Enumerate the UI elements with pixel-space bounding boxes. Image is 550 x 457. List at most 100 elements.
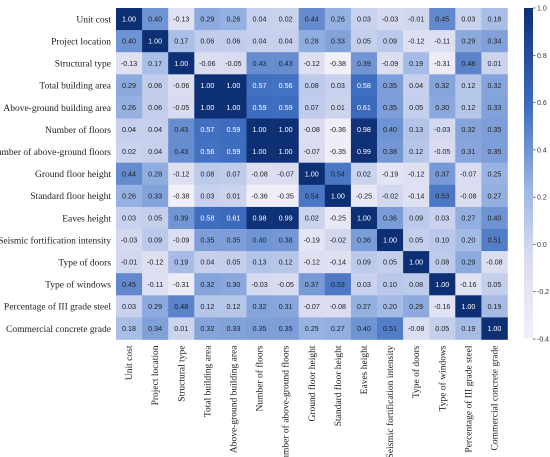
heatmap-cell [142,229,169,252]
heatmap-cell [220,52,247,75]
heatmap-cell [246,140,273,163]
heatmap-cell [377,317,404,340]
heatmap-cell [142,162,169,186]
heatmap-cell [481,251,508,274]
row-label: Unit cost [76,15,111,25]
cell-value-label: -0.06 [199,59,215,68]
heatmap-cell [324,251,352,274]
heatmap-cell [220,229,247,252]
cell-value-label: 0.08 [435,258,449,267]
heatmap-cell [220,74,247,97]
heatmap-cell [194,30,221,53]
heatmap-cell [272,251,299,274]
cell-value-label: 0.99 [279,213,293,222]
cell-value-label: 1.00 [174,59,188,68]
heatmap-cell [429,162,456,186]
heatmap-cell [324,229,352,252]
row-label: Number of floors [45,125,111,136]
heatmap-cell [377,162,404,186]
heatmap-cell [429,118,456,141]
heatmap-cell [116,206,143,230]
cell-value-label: -0.31 [173,280,189,289]
heatmap-cell [324,96,352,119]
heatmap-cell [403,8,430,31]
heatmap-cell [403,317,430,340]
cell-value-label: 0.12 [279,258,293,267]
cell-value-label: 0.04 [148,147,162,156]
cell-value-label: 0.12 [461,103,475,112]
cell-value-label: 0.18 [122,324,136,333]
cell-value-label: -0.06 [173,81,189,90]
cell-value-label: 0.56 [279,81,293,90]
cell-value-label: 0.09 [357,258,371,267]
heatmap-cell [350,118,378,141]
heatmap-cell [194,273,221,296]
heatmap-cell [220,295,247,318]
heatmap-cell [350,74,378,97]
cell-value-label: 0.25 [487,169,501,178]
cell-value-label: 0.33 [331,37,345,46]
cell-value-label: 1.00 [279,147,293,156]
heatmap-cell [324,184,352,208]
row-label: Above-ground building area [3,104,111,114]
heatmap-cell [481,206,508,230]
cell-value-label: 0.25 [305,324,319,333]
cell-value-label: 0.35 [487,125,501,134]
heatmap-cell [116,184,143,208]
cell-value-label: 0.05 [409,236,423,245]
heatmap-cell [350,52,378,75]
heatmap-cell [116,162,143,186]
heatmap-cell [272,206,299,230]
cell-value-label: 0.20 [383,302,397,311]
heatmap-cell [220,162,247,186]
column-label: Ground floor height [307,345,318,421]
heatmap-cell [116,317,143,340]
cell-value-label: 0.58 [357,81,371,90]
cell-value-label: -0.05 [225,59,241,68]
column-label: Percentage of III grade steel [463,345,474,452]
cell-value-label: 0.26 [122,191,136,200]
heatmap-cell [168,184,195,208]
cell-value-label: 0.20 [461,236,475,245]
heatmap-cell [377,229,404,252]
heatmap-cell [194,251,221,274]
cell-value-label: -0.03 [434,125,450,134]
heatmap-cell [246,273,273,296]
heatmap-cell [455,184,482,208]
cell-value-label: 0.43 [174,125,188,134]
heatmap-cell [481,118,508,141]
column-label: Type of windows [437,345,448,411]
heatmap-cell [272,273,299,296]
column-label: Commercial concrete grade [490,346,500,451]
cell-value-label: 1.00 [200,103,214,112]
cell-value-label: 0.36 [383,213,397,222]
cell-value-label: 0.08 [409,280,423,289]
cell-value-label: 0.39 [174,213,188,222]
heatmap-cell [377,118,404,141]
cell-value-label: 1.00 [253,125,267,134]
heatmap-cell [246,295,273,318]
heatmap-cell [168,74,195,97]
cell-value-label: 0.09 [148,236,162,245]
heatmap-cell [429,251,456,274]
column-label: Above-ground building area [229,345,239,453]
heatmap-cell [455,206,482,230]
cell-value-label: 0.40 [253,236,267,245]
cell-value-label: 0.13 [409,125,423,134]
heatmap-cell [142,295,169,318]
cell-value-label: 0.01 [331,103,345,112]
heatmap-cell [429,273,456,296]
cell-value-label: 0.53 [331,280,345,289]
heatmap-cell [272,162,299,186]
heatmap-cell [220,118,247,141]
cell-value-label: -0.19 [304,236,320,245]
cell-value-label: 0.03 [435,213,449,222]
heatmap-cell [116,96,143,119]
heatmap-cell [142,118,169,141]
cell-value-label: -0.07 [304,147,320,156]
heatmap-cell [455,96,482,119]
heatmap-cell [168,317,195,340]
heatmap-cell [350,184,378,208]
cell-value-label: -0.12 [304,258,320,267]
heatmap-cell [481,140,508,163]
